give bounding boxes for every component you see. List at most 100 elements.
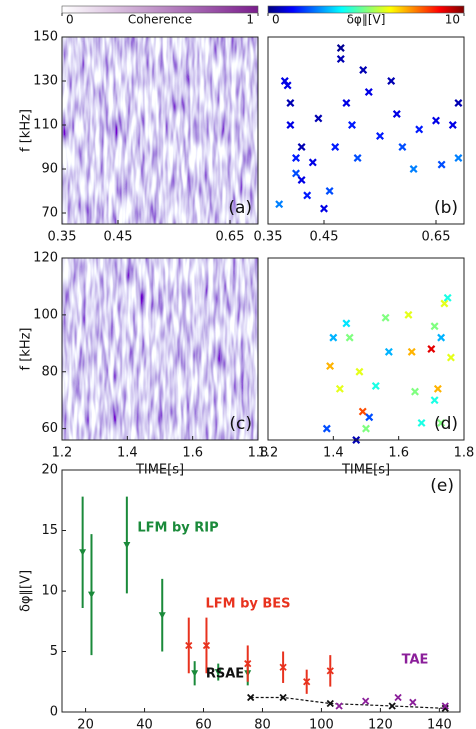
data-point	[158, 612, 166, 619]
y-tick-label: 100	[33, 307, 58, 322]
x-tick-label: 0.65	[216, 230, 245, 245]
data-point	[326, 667, 334, 675]
x-tick-label: 80	[254, 718, 271, 729]
scatter-point	[303, 191, 312, 200]
y-tick-label: 5	[50, 644, 58, 659]
scatter-point	[292, 154, 300, 162]
y-tick-label: 70	[41, 206, 58, 221]
data-point	[441, 704, 449, 713]
scatter-point	[437, 418, 446, 427]
scatter-point	[411, 387, 419, 396]
scatter-point	[454, 99, 463, 107]
y-tick-label: 20	[41, 463, 58, 478]
scatter-point	[275, 200, 284, 209]
scatter-point	[322, 424, 331, 433]
scatter-point	[362, 424, 370, 433]
x-tick-label: 1.6	[182, 446, 203, 461]
scatter-point	[409, 165, 418, 173]
x-tick-label: 100	[309, 718, 334, 729]
y-tick-label: 10	[41, 584, 58, 599]
heatmap-image	[62, 37, 258, 224]
data-point	[79, 549, 87, 556]
plot-frame	[267, 257, 465, 441]
plot-frame	[267, 36, 465, 225]
x-tick-label: 1.4	[323, 446, 344, 461]
scatter-point	[387, 77, 396, 85]
scatter-point	[335, 384, 344, 393]
x-tick-label: 1.2	[52, 446, 73, 461]
scatter-point	[432, 116, 440, 125]
y-tick-label: 130	[33, 74, 58, 89]
data-point	[441, 702, 449, 710]
scatter-point	[348, 121, 356, 129]
x-tick-label: 0.35	[254, 230, 283, 245]
scatter-point	[440, 299, 449, 308]
panel-label: (c)	[229, 414, 252, 434]
data-point	[87, 591, 95, 599]
scatter-point	[314, 114, 323, 123]
scatter-point	[358, 407, 367, 416]
plot-frame	[61, 257, 259, 441]
scatter-point	[404, 310, 413, 319]
y-axis-label: f [kHz]	[19, 109, 34, 152]
data-point	[202, 641, 211, 650]
data-point	[279, 693, 287, 702]
x-tick-label: 60	[195, 718, 212, 729]
x-tick-label: 1.2	[258, 446, 279, 461]
scatter-point	[446, 353, 455, 362]
data-point	[394, 693, 402, 702]
scatter-point	[381, 313, 390, 322]
scatter-point	[280, 77, 289, 85]
y-axis-label: δφ∥[V]	[19, 570, 34, 612]
data-point	[247, 693, 255, 702]
x-tick-label: 0.45	[104, 230, 133, 245]
data-point	[185, 641, 193, 650]
scatter-point	[430, 396, 439, 405]
series-annotation: TAE	[402, 653, 429, 668]
scatter-point	[336, 44, 345, 52]
x-tick-label: 0.45	[310, 230, 339, 245]
x-tick-label: 1.6	[388, 446, 409, 461]
data-point	[303, 678, 311, 686]
y-tick-label: 110	[33, 118, 58, 133]
x-tick-label: 20	[77, 718, 94, 729]
panel-label: (e)	[430, 476, 454, 496]
series-line	[250, 696, 446, 709]
scatter-point	[407, 347, 416, 356]
scatter-point	[417, 418, 426, 427]
scatter-point	[292, 169, 300, 178]
colorbar-tick-label: 0	[272, 13, 280, 27]
scatter-point	[384, 347, 393, 356]
colorbar	[267, 5, 465, 14]
y-tick-label: 60	[41, 421, 58, 436]
scatter-point	[308, 158, 317, 167]
x-tick-label: 1.4	[117, 446, 138, 461]
scatter-point	[342, 319, 351, 328]
panel-label: (b)	[434, 198, 458, 218]
scatter-point	[365, 413, 374, 422]
data-point	[388, 702, 396, 710]
data-point	[326, 699, 334, 708]
scatter-point	[286, 99, 295, 107]
scatter-point	[427, 345, 436, 353]
scatter-point	[454, 154, 463, 162]
data-point	[279, 663, 287, 671]
x-tick-label: 0.35	[48, 230, 77, 245]
y-tick-label: 80	[41, 364, 58, 379]
plot-frame	[61, 36, 259, 225]
y-axis-label: f [kHz]	[19, 328, 34, 371]
scatter-point	[320, 204, 328, 213]
x-tick-label: 40	[136, 718, 153, 729]
data-point	[335, 702, 343, 710]
scatter-point	[443, 293, 452, 302]
scatter-point	[326, 362, 335, 371]
scatter-point	[433, 384, 442, 393]
series-annotation: LFM by RIP	[137, 521, 218, 536]
scatter-point	[376, 132, 384, 140]
colorbar-tick-label: 0	[66, 13, 74, 27]
data-point	[409, 698, 417, 706]
panel-label: (a)	[228, 198, 252, 218]
scatter-point	[345, 333, 354, 342]
colorbar-label: δφ∥[V]	[347, 13, 386, 27]
scatter-point	[430, 322, 439, 331]
